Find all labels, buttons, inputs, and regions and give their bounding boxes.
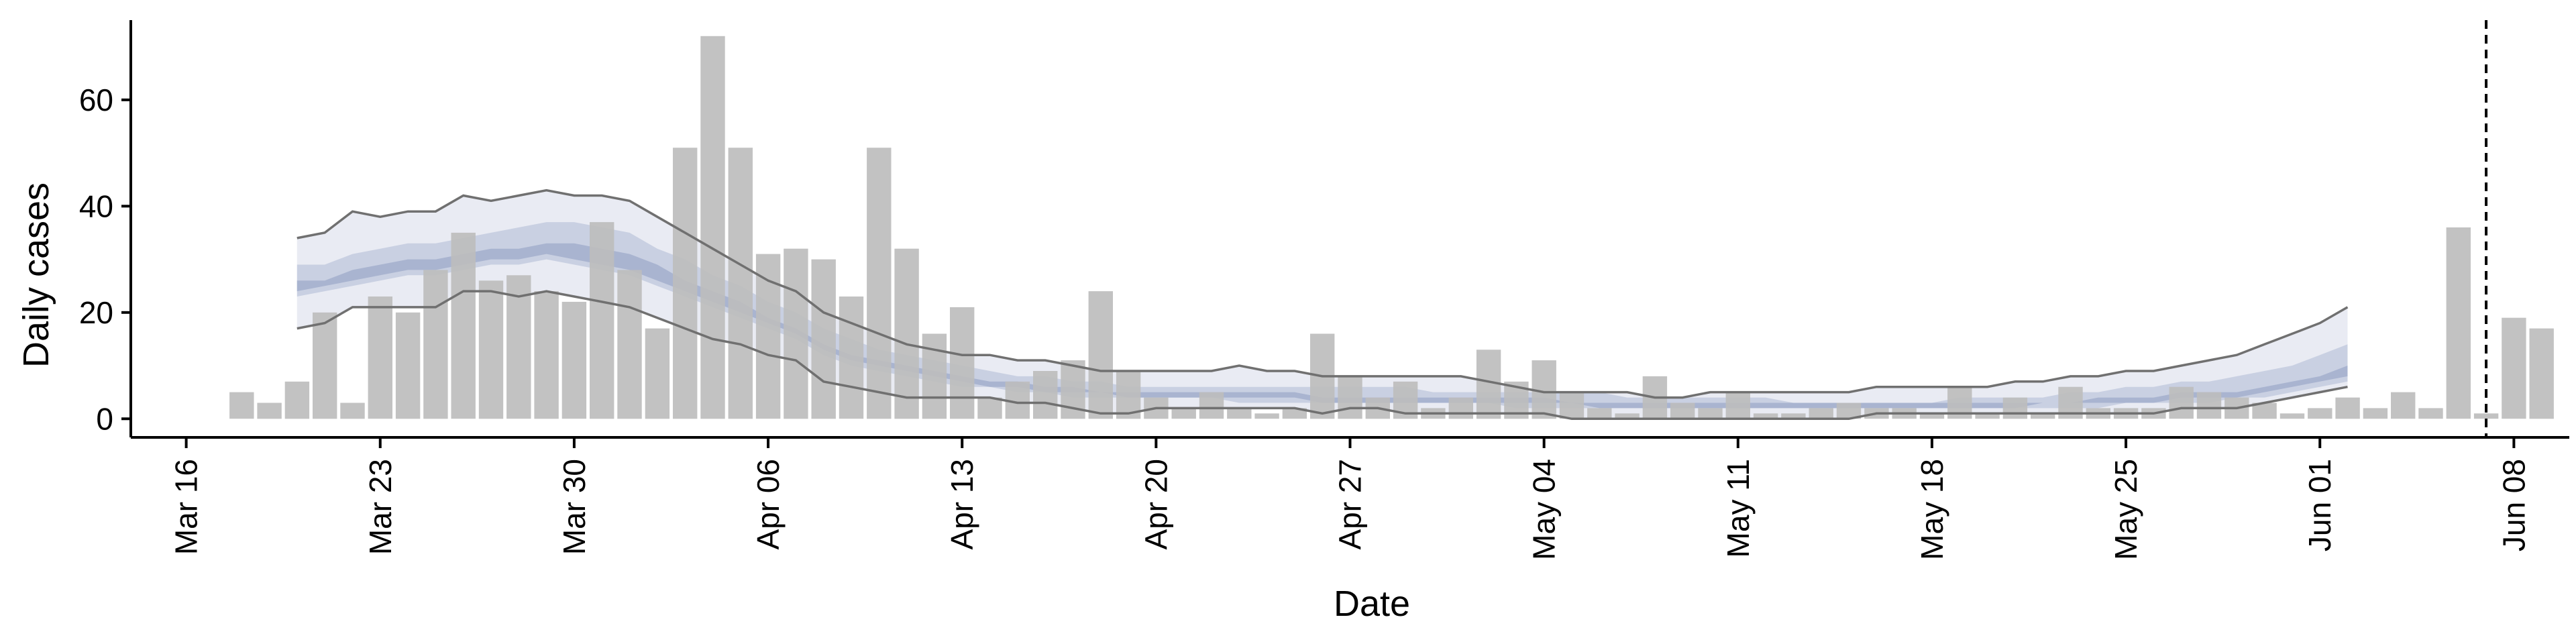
x-tick-label: Apr 20 — [1138, 459, 1173, 550]
bar — [1753, 413, 1778, 419]
band-edge-lines — [297, 189, 2349, 421]
x-tick-label: May 11 — [1721, 459, 1756, 557]
bar — [673, 148, 698, 419]
bar — [368, 297, 392, 419]
bar — [1670, 402, 1695, 419]
projection-bands — [297, 190, 2348, 419]
bar — [534, 291, 559, 419]
x-tick-label: Mar 16 — [169, 459, 204, 555]
bar — [590, 222, 614, 419]
bar — [1171, 408, 1196, 419]
outer-band — [297, 190, 2348, 419]
y-tick-label: 0 — [96, 401, 113, 436]
bar — [1975, 413, 2000, 419]
bar — [1559, 392, 1585, 419]
x-tick-label: Apr 27 — [1333, 459, 1368, 550]
bar — [2391, 392, 2416, 419]
bar — [1088, 291, 1113, 419]
x-tick-label: Apr 06 — [751, 459, 786, 550]
bar — [451, 232, 476, 419]
bar — [561, 301, 587, 419]
outer-band-lower-line — [297, 290, 2348, 421]
bar — [313, 312, 337, 419]
bar — [617, 270, 642, 419]
bar — [728, 148, 753, 419]
bar — [1033, 371, 1058, 419]
bar — [2308, 408, 2332, 419]
bar — [506, 275, 531, 419]
bar — [1254, 413, 1279, 419]
x-tick-label: May 18 — [1915, 459, 1949, 560]
bar — [811, 259, 836, 419]
x-tick-label: May 25 — [2108, 459, 2143, 560]
bar — [1338, 376, 1362, 419]
bar — [977, 397, 1002, 419]
bar — [284, 381, 310, 419]
bar — [2002, 397, 2028, 419]
bar — [2418, 408, 2443, 419]
y-tick-label: 40 — [79, 189, 113, 223]
x-axis-label: Date — [1334, 584, 1410, 624]
bar — [1199, 392, 1224, 419]
bar — [1282, 408, 1307, 419]
y-axis-label: Daily cases — [16, 182, 56, 368]
axes: 0 20 40 60 Mar 16 Mar 23 Mar 30 Apr 06 Apr 13 Apr… — [79, 20, 2569, 560]
bar — [2363, 408, 2388, 419]
bar — [1836, 402, 1862, 419]
bar — [894, 248, 919, 419]
bars — [229, 36, 2554, 419]
bar — [922, 333, 947, 419]
bar — [1227, 408, 1252, 419]
bar — [257, 402, 282, 419]
x-tick-label: Jun 08 — [2496, 459, 2531, 551]
y-tick-label: 60 — [79, 83, 113, 117]
bar — [1698, 408, 1723, 419]
bar — [2169, 386, 2194, 419]
bar — [950, 307, 975, 419]
bar — [2279, 413, 2305, 419]
bar — [478, 280, 504, 419]
bar — [1919, 413, 1945, 419]
bar — [2502, 317, 2526, 419]
middle-band — [297, 222, 2348, 409]
bar — [340, 402, 365, 419]
bar — [2529, 328, 2554, 419]
bar — [645, 328, 670, 419]
bar — [2196, 392, 2222, 419]
bar — [1448, 397, 1473, 419]
bar — [1725, 392, 1750, 419]
x-tick-label: Mar 23 — [363, 459, 398, 555]
bar — [2473, 413, 2499, 419]
y-tick-label: 20 — [79, 295, 113, 330]
bar — [2446, 227, 2471, 419]
bar — [839, 297, 864, 419]
bar — [755, 254, 781, 419]
x-tick-label: Mar 30 — [557, 459, 592, 555]
bar — [1615, 413, 1640, 419]
bar — [1781, 413, 1806, 419]
bar — [229, 392, 254, 419]
bar — [2252, 402, 2277, 419]
x-tick-label: Jun 01 — [2302, 459, 2337, 551]
bar — [1587, 408, 1612, 419]
bar — [2335, 397, 2360, 419]
x-tick-label: May 04 — [1527, 459, 1562, 560]
bar — [423, 270, 448, 419]
bar — [700, 36, 725, 419]
outer-band-upper-line — [297, 189, 2349, 399]
bar — [1809, 408, 1833, 419]
bar — [867, 148, 892, 419]
x-tick-label: Apr 13 — [945, 459, 979, 550]
bar — [395, 312, 421, 419]
bar — [2031, 413, 2055, 419]
bar — [784, 248, 808, 419]
